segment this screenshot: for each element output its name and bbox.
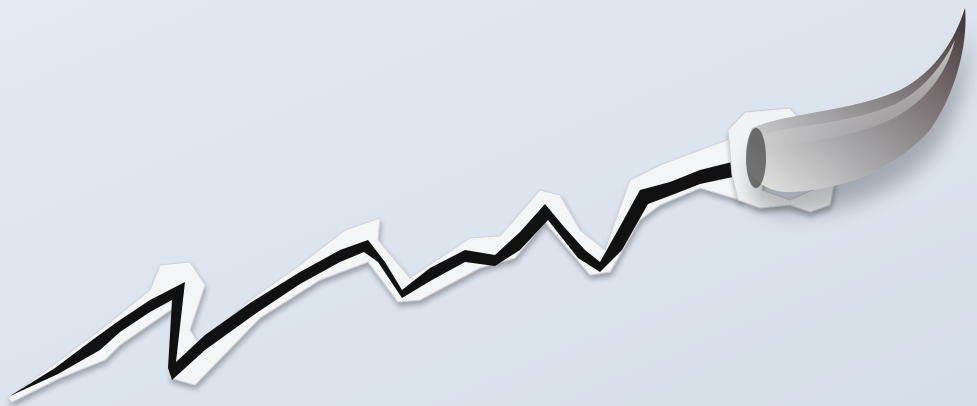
- horn-highlight: [760, 40, 955, 150]
- horn-body: [748, 8, 966, 192]
- crack: [10, 160, 742, 396]
- horn-base: [746, 128, 766, 188]
- horn: [746, 8, 966, 192]
